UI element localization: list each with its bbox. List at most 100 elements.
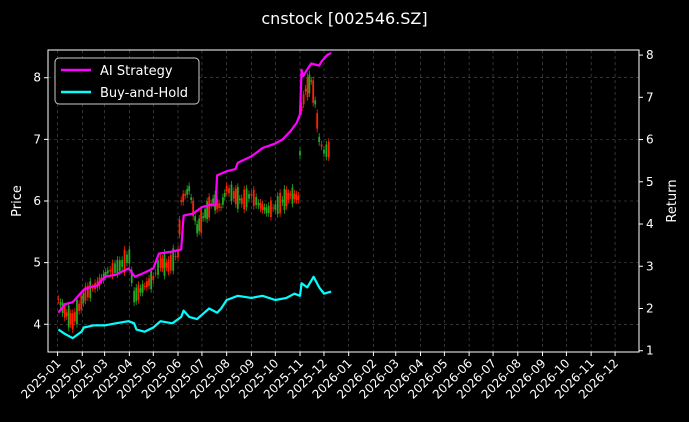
price-candle xyxy=(111,263,114,276)
series-lines xyxy=(57,52,332,340)
price-candle xyxy=(238,198,241,201)
y-tick-label: 7 xyxy=(33,132,41,146)
price-candle xyxy=(299,151,301,156)
price-candle xyxy=(240,198,243,204)
price-candle xyxy=(141,283,144,293)
series-line-buy-and-hold xyxy=(57,275,332,340)
price-candle xyxy=(71,313,74,330)
price-candle xyxy=(204,208,207,218)
price-candle xyxy=(137,284,140,300)
price-candle xyxy=(198,218,201,232)
price-candle xyxy=(208,196,211,218)
price-candle xyxy=(228,188,230,194)
price-candle xyxy=(73,311,76,322)
price-candle xyxy=(86,285,89,298)
price-candle xyxy=(291,187,294,204)
price-candle xyxy=(196,224,199,234)
y2-tick-label: 3 xyxy=(646,259,654,273)
price-candle xyxy=(312,80,315,103)
price-candle xyxy=(225,185,228,192)
price-candle xyxy=(255,197,258,205)
y2-tick-label: 6 xyxy=(646,133,654,147)
price-candle xyxy=(148,278,150,286)
price-candle xyxy=(172,248,175,271)
price-candle xyxy=(279,192,281,214)
price-candle xyxy=(234,188,237,205)
price-candle xyxy=(118,260,121,272)
price-candle xyxy=(314,100,317,105)
price-candle xyxy=(272,207,275,209)
price-candle xyxy=(325,144,328,157)
price-candle xyxy=(276,196,279,215)
y2-tick-label: 8 xyxy=(646,48,654,62)
price-candle xyxy=(232,191,235,199)
price-candle xyxy=(289,194,292,196)
price-candle xyxy=(320,144,323,147)
price-candle xyxy=(222,197,224,205)
price-candle xyxy=(245,188,248,208)
price-candle xyxy=(257,202,260,206)
price-candle xyxy=(116,259,119,275)
price-candle xyxy=(186,188,189,195)
y-tick-label: 5 xyxy=(33,256,41,270)
y2-tick-label: 5 xyxy=(646,175,654,189)
price-candle xyxy=(188,186,191,192)
series-line-ai-strategy xyxy=(57,52,332,314)
price-candle xyxy=(114,263,116,273)
price-candle xyxy=(297,195,300,201)
price-candle xyxy=(128,249,131,264)
price-candle xyxy=(123,249,126,273)
price-candle xyxy=(223,192,226,197)
x-axis: 2025-012025-022025-032025-042025-052025-… xyxy=(18,352,621,402)
price-candle xyxy=(220,206,222,208)
price-candle xyxy=(327,141,330,158)
price-candle xyxy=(295,194,298,200)
price-candle xyxy=(161,258,164,269)
price-candle xyxy=(126,254,128,263)
price-candle xyxy=(190,197,193,200)
y-tick-label: 4 xyxy=(33,317,41,331)
price-candle xyxy=(84,286,87,301)
price-candle xyxy=(139,288,142,293)
price-candle xyxy=(178,219,181,235)
price-candle xyxy=(63,306,66,318)
price-candle xyxy=(285,189,288,207)
price-candle xyxy=(130,270,133,283)
price-candle xyxy=(91,287,94,289)
price-candle xyxy=(308,74,311,94)
price-candle xyxy=(180,200,183,202)
price-candle xyxy=(154,272,157,274)
price-candle xyxy=(250,193,253,196)
price-candle xyxy=(121,260,124,267)
price-candle xyxy=(252,189,255,207)
price-candle xyxy=(165,262,168,268)
y-tick-label: 8 xyxy=(33,71,41,85)
price-candle xyxy=(265,207,268,213)
price-candle xyxy=(206,201,209,220)
price-candle xyxy=(194,216,197,222)
price-candle xyxy=(263,207,266,211)
price-candle xyxy=(59,302,62,306)
y2-tick-label: 4 xyxy=(646,217,654,231)
price-candle xyxy=(182,193,185,202)
y2-tick-label: 2 xyxy=(646,301,654,315)
price-candle xyxy=(306,76,309,98)
price-candle xyxy=(65,312,68,317)
price-candle xyxy=(293,193,296,200)
price-candle xyxy=(80,295,83,310)
price-candle xyxy=(212,198,214,204)
price-candle xyxy=(143,286,146,288)
price-candle xyxy=(300,106,303,111)
price-candle xyxy=(133,290,136,303)
price-candle xyxy=(310,80,313,82)
price-candle xyxy=(57,299,60,301)
price-candle xyxy=(78,303,81,311)
price-candle xyxy=(106,270,109,274)
price-candle xyxy=(104,271,107,277)
price-candle xyxy=(135,287,138,302)
price-candle xyxy=(152,275,155,281)
price-candle xyxy=(202,216,205,219)
price-candle xyxy=(163,252,166,276)
legend-label-buy-and-hold: Buy-and-Hold xyxy=(100,86,188,101)
price-candle xyxy=(248,194,250,199)
